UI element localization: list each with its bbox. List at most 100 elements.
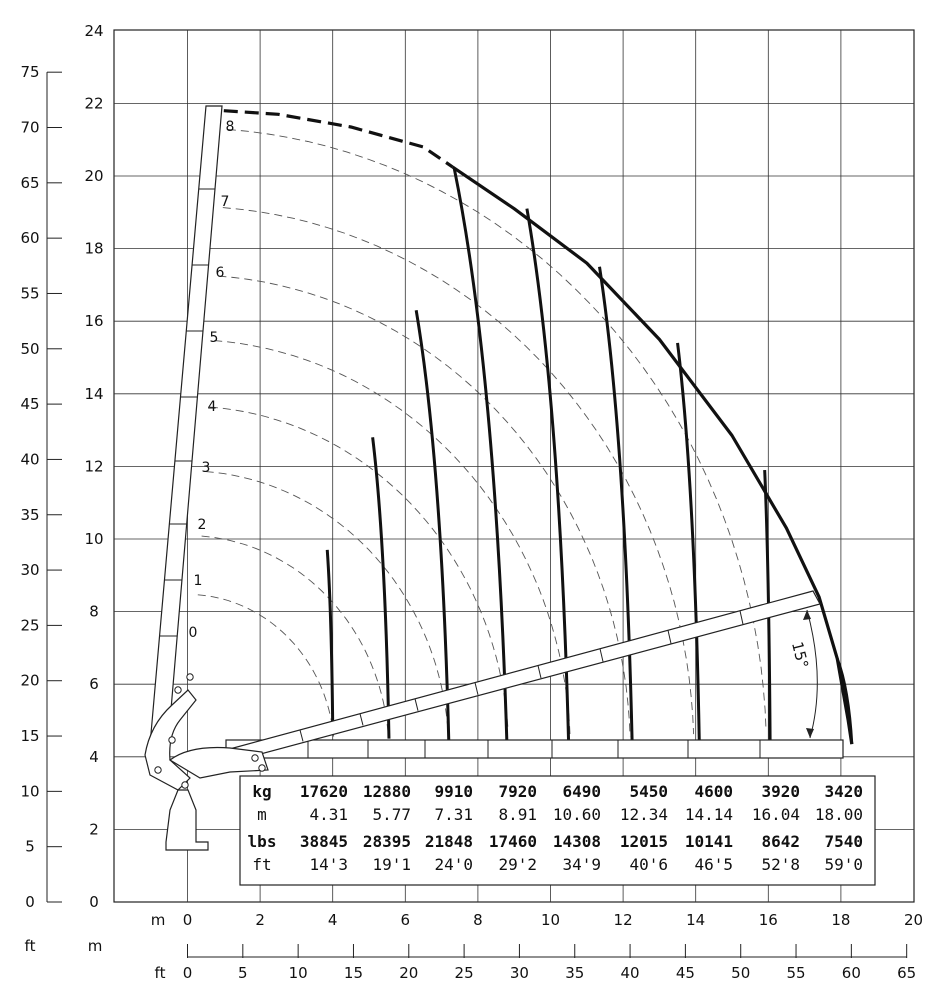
- boom-section-joint: [474, 682, 479, 695]
- crane-pin: [181, 781, 189, 789]
- ft-tick-label: 35: [20, 506, 39, 524]
- x-ft-tick-label: 40: [621, 964, 640, 982]
- y-tick-label: 6: [89, 675, 99, 693]
- load-table-unit: lbs: [248, 832, 277, 851]
- x-m-unit-label: m: [151, 911, 166, 929]
- boom-section-label: 7: [221, 194, 230, 210]
- load-curve: [452, 168, 509, 745]
- ft-tick-label: 0: [25, 893, 35, 911]
- load-table-cell: 40'6: [629, 855, 668, 874]
- crane-arm-knuckle: [168, 746, 269, 779]
- load-curve: [414, 310, 451, 745]
- angle-arrow-top: [803, 610, 811, 620]
- load-table-cell: 10.60: [553, 805, 601, 824]
- y-axis-ft: 0 5 10 15 20 25 30 35 40 45 50 55 60 65 70 75 ft: [20, 63, 62, 955]
- x-tick-label: 8: [473, 911, 483, 929]
- x-ft-tick-label: 60: [842, 964, 861, 982]
- crane-pin: [251, 754, 259, 762]
- envelope-solid: [451, 165, 854, 745]
- section-arc: [227, 128, 767, 732]
- load-curve: [325, 549, 335, 726]
- reach-envelope: [223, 109, 854, 745]
- load-table-cell: 8.91: [498, 805, 537, 824]
- load-table-unit: m: [257, 805, 267, 824]
- y-tick-label: 0: [89, 893, 99, 911]
- x-tick-label: 18: [831, 911, 850, 929]
- load-table-cell: 46'5: [694, 855, 733, 874]
- load-table-cell: 17620: [300, 782, 348, 801]
- boom-inclined: [224, 590, 821, 761]
- load-table-cell: 17460: [489, 832, 537, 851]
- y-tick-label: 14: [84, 385, 103, 403]
- ft-tick-label: 75: [20, 63, 39, 81]
- load-table-cell: 19'1: [372, 855, 411, 874]
- ft-tick-label: 5: [25, 838, 35, 856]
- x-ft-tick-label: 50: [731, 964, 750, 982]
- load-table-cell: 21848: [425, 832, 473, 851]
- load-table-cell: 7920: [498, 782, 537, 801]
- x-tick-label: 4: [328, 911, 338, 929]
- load-table-cell: 6490: [562, 782, 601, 801]
- boom-section-label: 0: [189, 625, 198, 641]
- crane-pin: [186, 673, 194, 681]
- load-table-cell: 59'0: [824, 855, 863, 874]
- load-table-cell: 12880: [363, 782, 411, 801]
- boom-section-label: 8: [226, 119, 235, 135]
- load-table: kg 17620 12880 9910 7920 6490 5450 4600 3920 3420…: [239, 775, 876, 886]
- x-ft-tick-label: 0: [183, 964, 193, 982]
- section-arc: [209, 406, 509, 730]
- boom-section-label: 5: [210, 330, 219, 346]
- x-ft-tick-label: 30: [510, 964, 529, 982]
- x-tick-label: 16: [759, 911, 778, 929]
- x-ft-tick-label: 45: [676, 964, 695, 982]
- load-table-cell: 29'2: [498, 855, 537, 874]
- crane-column: [165, 789, 209, 851]
- x-axis-ft: 0 5 10 15 20 25 30 35 40 45 50 55 60 65 m ft: [88, 937, 917, 982]
- angle-label: 15°: [788, 640, 812, 670]
- boom-drawing: 0 1 2 3 4 5 6 7 8: [149, 105, 844, 761]
- load-table-cell: 10141: [685, 832, 733, 851]
- y-tick-label: 16: [84, 312, 103, 330]
- load-table-unit: ft: [252, 855, 271, 874]
- boom-vertical: [149, 105, 223, 746]
- load-table-cell: 5.77: [372, 805, 411, 824]
- load-table-cell: 14'3: [309, 855, 348, 874]
- crane-pin: [168, 736, 176, 744]
- load-table-cell: 7540: [824, 832, 863, 851]
- ft-tick-label: 55: [20, 284, 39, 302]
- load-table-cell: 12015: [620, 832, 668, 851]
- y-tick-label: 24: [84, 22, 103, 40]
- x-ft-m-label: m: [88, 937, 103, 955]
- boom-section-joint: [667, 630, 672, 644]
- crane-pin: [258, 764, 266, 772]
- load-table-cell: 52'8: [761, 855, 800, 874]
- section-arc: [205, 471, 449, 734]
- load-curve: [371, 437, 391, 739]
- ft-tick-label: 30: [20, 561, 39, 579]
- y-tick-label: 4: [89, 748, 99, 766]
- load-table-cell: 3420: [824, 782, 863, 801]
- boom-section-label: 6: [216, 265, 225, 281]
- x-tick-label: 0: [183, 911, 193, 929]
- load-table-cell: 3920: [761, 782, 800, 801]
- load-table-cell: 38845: [300, 832, 348, 851]
- load-table-cell: 9910: [434, 782, 473, 801]
- boom-angle-annotation: 15°: [788, 609, 818, 739]
- x-ft-tick-label: 20: [399, 964, 418, 982]
- x-ft-tick-label: 35: [565, 964, 584, 982]
- x-tick-label: 12: [614, 911, 633, 929]
- y-tick-label: 22: [84, 94, 103, 112]
- crane-base-drawing: [144, 673, 269, 851]
- load-table-cell: 12.34: [620, 805, 668, 824]
- load-table-frame: [239, 775, 876, 886]
- x-ft-tick-label: 5: [238, 964, 248, 982]
- load-curve: [598, 266, 634, 745]
- boom-section-joint: [414, 698, 419, 711]
- x-tick-label: 20: [904, 911, 923, 929]
- boom-section-joint: [599, 648, 604, 662]
- load-table-unit: kg: [252, 782, 271, 801]
- x-tick-label: 10: [541, 911, 560, 929]
- x-tick-label: 2: [255, 911, 265, 929]
